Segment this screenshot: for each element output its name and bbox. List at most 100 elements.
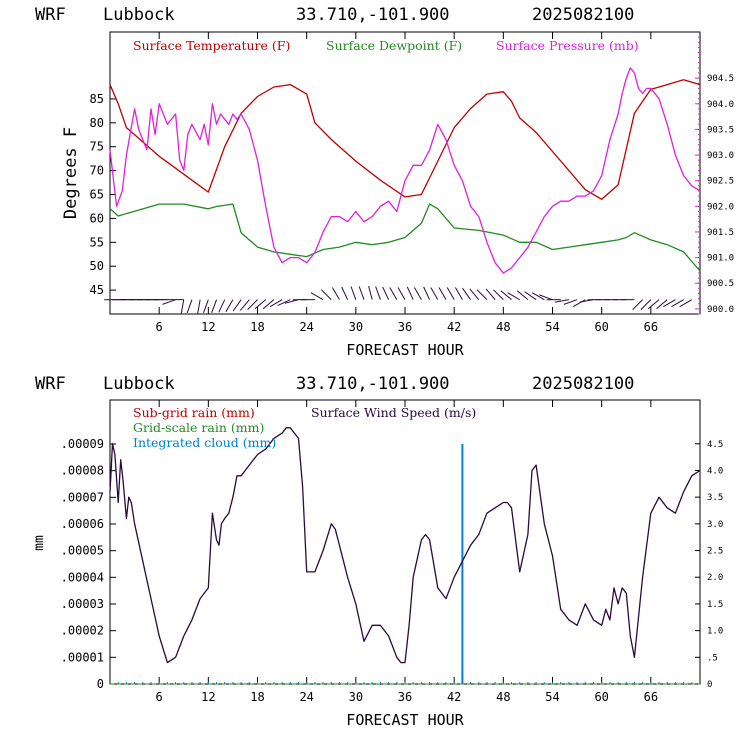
bottom-x-axis-label: FORECAST HOUR — [346, 711, 464, 729]
y-tick-label: .00001 — [61, 650, 104, 664]
bottom-coords-label: 33.710,-101.900 — [296, 374, 450, 394]
legend-surface-temperature: Surface Temperature (F) — [133, 38, 290, 53]
wind-barb — [341, 286, 349, 300]
y-tick-label: 85 — [90, 92, 104, 106]
y2-tick-label: 4.5 — [707, 440, 723, 450]
bottom-station-label: Lubbock — [103, 374, 175, 394]
wind-barb — [382, 286, 390, 300]
x-tick-label: 24 — [299, 320, 313, 334]
bottom-y-ticks: 0 .00001 .00002 .00003 .00004 .00005 .00006 .00… — [61, 437, 116, 691]
y2-tick-label: 904.0 — [707, 100, 734, 110]
wind-barb — [469, 288, 480, 300]
wind-barb — [555, 299, 569, 303]
wind-barb — [462, 287, 471, 300]
wind-barb — [406, 286, 414, 300]
wind-barb — [186, 299, 193, 313]
wind-barb — [375, 286, 381, 300]
wind-barb — [656, 299, 668, 310]
top-x-ticks: 6 12 18 24 30 36 42 48 54 60 66 — [156, 32, 658, 334]
y-tick-label: .00007 — [61, 490, 104, 504]
y-tick-label: .00003 — [61, 597, 104, 611]
wind-barb — [539, 294, 553, 301]
wind-barb — [180, 299, 185, 314]
series-line-surface-wind-speed-m-s — [109, 427, 701, 664]
x-tick-label: 18 — [250, 690, 264, 704]
wind-barb — [254, 299, 267, 310]
y2-tick-label: 904.5 — [707, 74, 734, 84]
wind-barb — [218, 299, 226, 313]
top-panel-header: WRF Lubbock 33.710,-101.900 2025082100 — [35, 5, 634, 25]
wind-barb — [430, 287, 439, 300]
y2-tick-label: 0 — [707, 680, 712, 690]
x-tick-label: 6 — [156, 690, 163, 704]
bottom-x-ticks: 6 12 18 24 30 36 42 48 54 60 66 — [156, 400, 658, 704]
series-line-surface-pressure-mb — [109, 67, 701, 274]
wind-barb — [671, 299, 684, 308]
y-tick-label: 60 — [90, 211, 104, 225]
wind-barb — [563, 299, 578, 305]
wind-barb — [454, 287, 463, 300]
series-line-surface-temperature-f — [109, 79, 701, 200]
y-tick-label: .00004 — [61, 570, 104, 584]
wind-barb — [572, 299, 586, 308]
wind-barb — [389, 287, 398, 300]
wind-barb — [524, 291, 537, 301]
y2-tick-label: 902.0 — [707, 202, 734, 212]
top-init-label: 2025082100 — [532, 5, 634, 25]
y-tick-label: 55 — [90, 235, 104, 249]
y2-tick-label: 900.5 — [707, 279, 734, 289]
bottom-model-label: WRF — [35, 374, 66, 394]
x-tick-label: 30 — [349, 690, 363, 704]
y-tick-label: .00005 — [61, 544, 104, 558]
y-tick-label: 45 — [90, 283, 104, 297]
wind-barb — [284, 299, 299, 304]
y2-tick-label: 1.5 — [707, 600, 723, 610]
wind-barb — [679, 299, 693, 308]
wind-barb — [162, 299, 176, 305]
wind-barb — [413, 287, 422, 300]
x-tick-label: 42 — [447, 690, 461, 704]
y2-tick-label: 902.5 — [707, 177, 734, 187]
x-tick-label: 24 — [299, 690, 313, 704]
wind-barb — [197, 299, 201, 314]
wind-barb — [239, 299, 250, 311]
wind-barb — [493, 289, 504, 301]
y-tick-label: 75 — [90, 140, 104, 154]
wind-barb — [476, 289, 488, 301]
wind-barb — [632, 299, 643, 310]
x-tick-label: 60 — [594, 690, 608, 704]
y2-tick-label: 3.0 — [707, 520, 723, 530]
wind-barb — [446, 287, 455, 300]
bottom-panel-header: WRF Lubbock 33.710,-101.900 2025082100 — [35, 374, 634, 394]
x-tick-label: 36 — [398, 320, 412, 334]
wind-barb — [247, 299, 258, 310]
y-tick-label: 0 — [97, 677, 104, 691]
wind-barb — [507, 292, 520, 301]
wind-barb — [203, 299, 209, 313]
wind-barb — [225, 299, 234, 313]
y2-tick-label: 901.0 — [707, 254, 734, 264]
legend-surface-pressure: Surface Pressure (mb) — [496, 38, 639, 53]
wind-barb — [663, 299, 676, 308]
wind-barb — [350, 286, 357, 300]
top-coords-label: 33.710,-101.900 — [296, 5, 450, 25]
wind-barb — [516, 290, 529, 301]
temperature-pressure-chart: 6 12 18 24 30 36 42 48 54 60 66 45 50 55 60 65 70 75 80 85… — [61, 31, 734, 359]
y2-tick-label: 4.0 — [707, 466, 723, 476]
x-tick-label: 36 — [398, 690, 412, 704]
y-tick-label: .00009 — [61, 437, 104, 451]
wind-barb — [647, 299, 660, 310]
top-plot-frame — [109, 31, 701, 315]
y2-tick-label: 903.0 — [707, 151, 734, 161]
y-tick-label: .00002 — [61, 624, 104, 638]
wind-barb — [262, 299, 275, 310]
top-y-axis-label: Degrees F — [61, 127, 81, 219]
y-tick-label: .00006 — [61, 517, 104, 531]
x-tick-label: 60 — [594, 320, 608, 334]
wind-barb — [640, 299, 652, 310]
series-line-surface-dewpoint-f — [109, 203, 701, 272]
y2-tick-label: 900.0 — [707, 305, 734, 315]
wind-barb — [331, 287, 340, 300]
wind-barb — [368, 285, 373, 300]
top-series — [109, 67, 701, 274]
